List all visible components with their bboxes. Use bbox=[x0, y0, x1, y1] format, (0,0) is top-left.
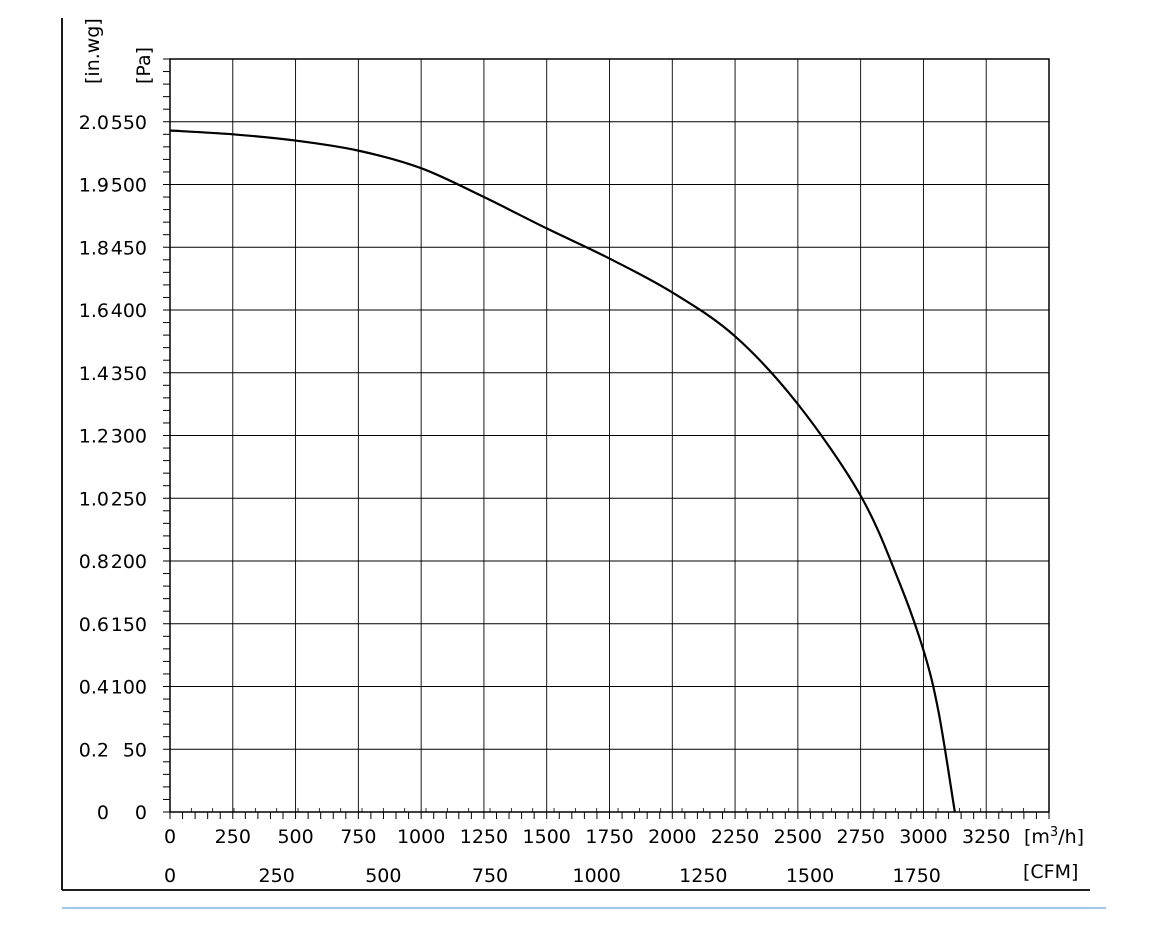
x-tick-label-m3h: 2500 bbox=[774, 826, 822, 848]
x-unit-cfm: [CFM] bbox=[1023, 861, 1078, 883]
y-tick-label-pa: 450 bbox=[111, 237, 147, 259]
y-tick-labels-pa: 0 50 100 150 200 250 300 350 400 450 500 550 bbox=[111, 112, 147, 824]
y-tick-label-inwg: 0 bbox=[97, 802, 109, 824]
x-tick-labels-cfm: 0 250 500 750 1000 1250 1500 1750 bbox=[164, 865, 941, 887]
x-tick-label-cfm: 250 bbox=[259, 865, 295, 887]
y-tick-label-inwg: 0.8 bbox=[79, 551, 109, 573]
x-tick-label-m3h: 0 bbox=[164, 826, 176, 848]
y-tick-label-inwg: 1.0 bbox=[79, 488, 109, 510]
y-tick-label-pa: 0 bbox=[135, 802, 147, 824]
y-tick-label-inwg: 1.6 bbox=[79, 300, 109, 322]
y-unit-pa: [Pa] bbox=[133, 47, 155, 84]
x-tick-label-m3h: 250 bbox=[215, 826, 251, 848]
y-tick-label-pa: 350 bbox=[111, 363, 147, 385]
x-tick-label-cfm: 750 bbox=[472, 865, 508, 887]
y-tick-label-inwg: 0.6 bbox=[79, 614, 109, 636]
y-tick-label-pa: 150 bbox=[111, 614, 147, 636]
fan-curve-line bbox=[169, 129, 956, 813]
horizontal-grid bbox=[170, 121, 1049, 750]
y-tick-label-inwg: 1.2 bbox=[79, 426, 109, 448]
x-tick-label-cfm: 0 bbox=[164, 865, 176, 887]
y-tick-label-pa: 400 bbox=[111, 300, 147, 322]
x-tick-label-m3h: 1000 bbox=[397, 826, 445, 848]
y-tick-labels-inwg: 0 0.2 0.4 0.6 0.8 1.0 1.2 1.4 1.6 1.8 1.9 2.0 bbox=[79, 112, 109, 824]
x-tick-labels-m3h: 0 250 500 750 1000 1250 1500 1750 2000 2250 2500 27… bbox=[164, 826, 1010, 848]
x-tick-label-m3h: 1250 bbox=[460, 826, 508, 848]
x-tick-label-cfm: 1250 bbox=[679, 865, 727, 887]
x-tick-label-m3h: 3250 bbox=[962, 826, 1010, 848]
x-tick-label-m3h: 2250 bbox=[711, 826, 759, 848]
plot-frame bbox=[169, 58, 1050, 813]
x-unit-m3h: [m3/h] bbox=[1024, 825, 1084, 849]
y-tick-label-pa: 50 bbox=[123, 739, 147, 761]
y-unit-inwg: [in.wg] bbox=[82, 18, 104, 84]
minor-ticks bbox=[163, 58, 1050, 819]
y-tick-label-inwg: 2.0 bbox=[79, 112, 109, 134]
x-tick-label-m3h: 1750 bbox=[585, 826, 633, 848]
y-tick-label-inwg: 1.4 bbox=[79, 363, 109, 385]
x-tick-label-cfm: 1500 bbox=[786, 865, 834, 887]
y-tick-label-pa: 100 bbox=[111, 677, 147, 699]
y-tick-label-pa: 550 bbox=[111, 112, 147, 134]
x-tick-label-m3h: 2000 bbox=[648, 826, 696, 848]
y-tick-label-pa: 250 bbox=[111, 488, 147, 510]
y-tick-label-inwg: 1.9 bbox=[79, 175, 109, 197]
x-tick-label-m3h: 2750 bbox=[836, 826, 884, 848]
y-tick-label-inwg: 0.2 bbox=[79, 739, 109, 761]
x-tick-label-m3h: 3000 bbox=[899, 826, 947, 848]
y-tick-label-pa: 200 bbox=[111, 551, 147, 573]
x-tick-label-cfm: 1750 bbox=[893, 865, 941, 887]
y-tick-label-pa: 500 bbox=[111, 175, 147, 197]
x-tick-label-m3h: 1500 bbox=[523, 826, 571, 848]
y-tick-label-pa: 300 bbox=[111, 426, 147, 448]
y-tick-label-inwg: 0.4 bbox=[79, 677, 109, 699]
x-tick-label-cfm: 1000 bbox=[573, 865, 621, 887]
x-tick-label-m3h: 750 bbox=[340, 826, 376, 848]
y-tick-label-inwg: 1.8 bbox=[79, 237, 109, 259]
x-tick-label-m3h: 500 bbox=[277, 826, 313, 848]
x-tick-label-cfm: 500 bbox=[365, 865, 401, 887]
